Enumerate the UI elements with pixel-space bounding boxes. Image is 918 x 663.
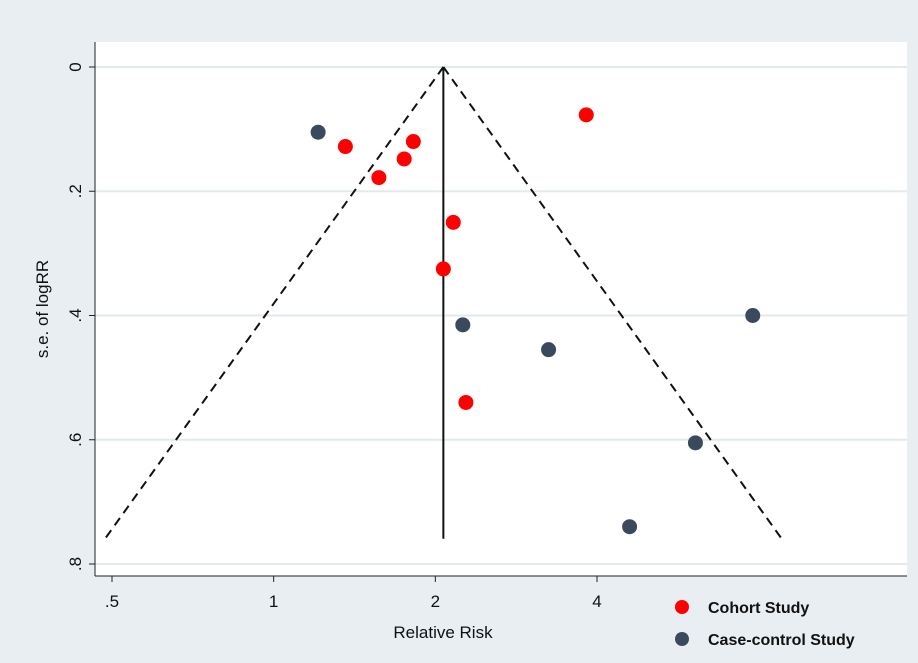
case-control-study-point — [745, 308, 761, 323]
funnel-lines — [104, 66, 783, 540]
y-ticks: 0 .2 .4 .6 .8 — [66, 62, 95, 571]
legend-marker-case-control — [675, 632, 689, 646]
legend: Cohort Study Case-control Study — [675, 600, 855, 649]
y-tick-label: .2 — [66, 184, 85, 198]
plot-background — [95, 42, 907, 576]
upper-confidence-line — [442, 66, 783, 540]
data-points — [310, 107, 761, 535]
x-tick-label: 2 — [431, 592, 440, 611]
legend-label-case-control: Case-control Study — [708, 632, 855, 649]
axes — [94, 42, 907, 577]
cohort-study-point — [445, 214, 461, 230]
case-control-study-point — [687, 435, 703, 451]
cohort-study-point — [435, 261, 451, 277]
cohort-study-point — [337, 139, 353, 155]
case-control-study-point — [310, 124, 326, 140]
y-tick-label: .6 — [66, 433, 85, 447]
cohort-study-point — [578, 107, 594, 123]
x-tick-label: 4 — [592, 592, 601, 611]
x-tick-label: .5 — [105, 592, 119, 611]
case-control-study-point — [622, 519, 638, 535]
y-tick-label: .8 — [66, 557, 85, 571]
lower-confidence-line — [104, 66, 445, 540]
cohort-study-point — [371, 170, 387, 186]
legend-marker-cohort — [675, 600, 689, 614]
gridlines — [95, 66, 907, 565]
legend-label-cohort: Cohort Study — [708, 600, 809, 617]
y-tick-label: .4 — [66, 308, 85, 322]
cohort-study-point — [405, 134, 421, 150]
x-tick-label: 1 — [269, 592, 278, 611]
cohort-study-point — [396, 151, 412, 167]
cohort-study-point — [458, 394, 474, 410]
case-control-study-point — [455, 317, 471, 333]
x-ticks: .5 1 2 4 — [105, 576, 602, 611]
case-control-study-point — [541, 342, 557, 358]
y-tick-label: 0 — [66, 62, 85, 71]
y-axis-title: s.e. of logRR — [33, 260, 52, 358]
x-axis-title: Relative Risk — [393, 623, 493, 642]
